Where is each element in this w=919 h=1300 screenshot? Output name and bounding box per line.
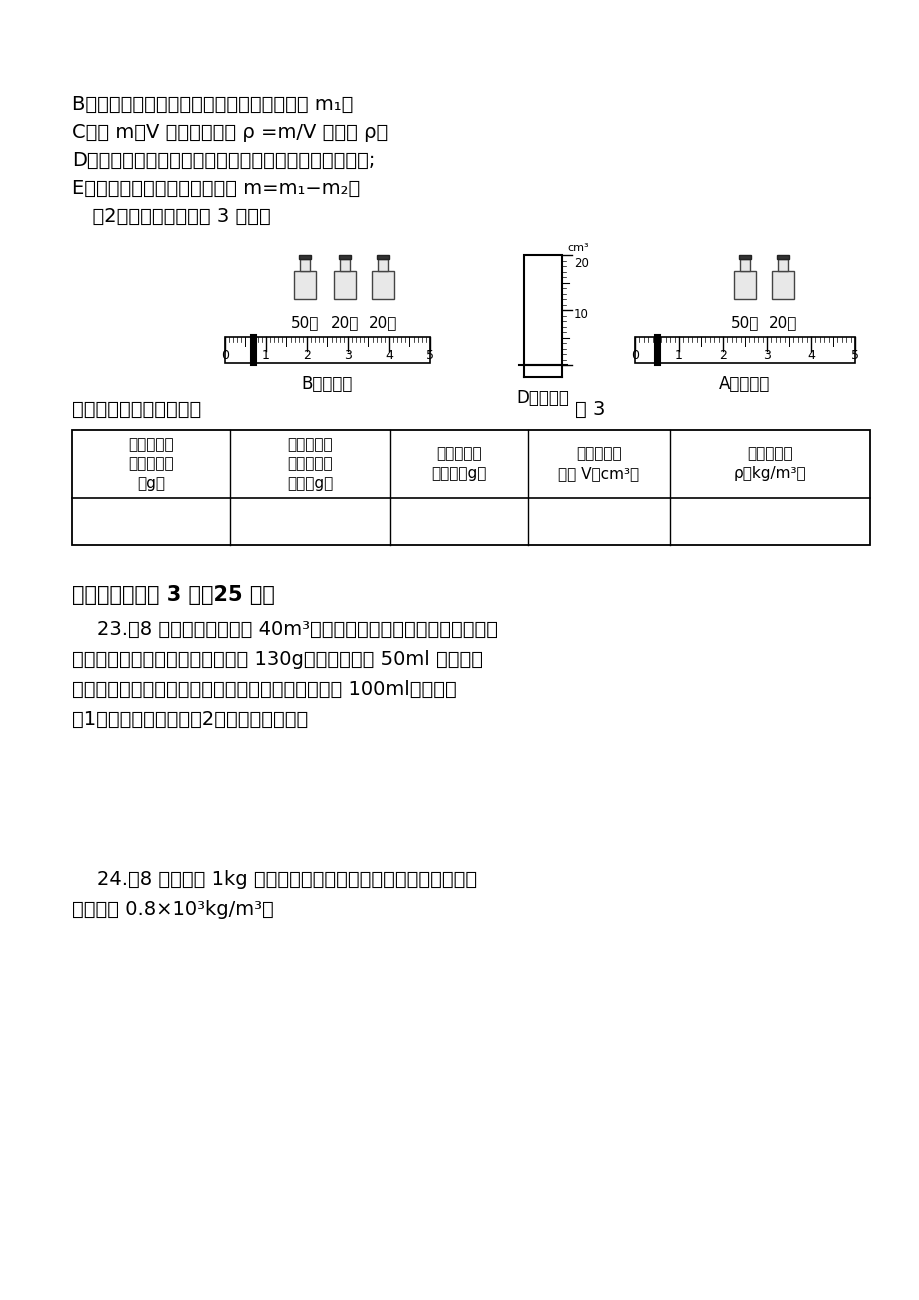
Text: C．将 m、V 结果代入公式 ρ =m/V 中算出 ρ；: C．将 m、V 结果代入公式 ρ =m/V 中算出 ρ； bbox=[72, 124, 388, 142]
Text: 4: 4 bbox=[806, 348, 814, 361]
Text: 玻璃杯和盐
水的总质量
（g）: 玻璃杯和盐 水的总质量 （g） bbox=[128, 437, 174, 491]
Text: 4: 4 bbox=[385, 348, 392, 361]
Bar bbox=[777, 255, 788, 259]
Text: 量筒中盐水
体积 V（cm³）: 量筒中盐水 体积 V（cm³） bbox=[558, 447, 639, 481]
Text: A中测量值: A中测量值 bbox=[719, 374, 770, 393]
Text: D中测量值: D中测量值 bbox=[516, 389, 569, 407]
Bar bbox=[634, 337, 854, 363]
Text: D．将杯中盐水倒入量筒中一部分，测出这些盐水的体积;: D．将杯中盐水倒入量筒中一部分，测出这些盐水的体积; bbox=[72, 151, 375, 170]
Text: 盐水的密度
ρ（kg/m³）: 盐水的密度 ρ（kg/m³） bbox=[732, 447, 805, 481]
Text: （2）测量情况如下图 3 所示：: （2）测量情况如下图 3 所示： bbox=[80, 207, 270, 226]
Bar bbox=[740, 259, 749, 272]
Text: cm³: cm³ bbox=[566, 243, 588, 254]
Bar bbox=[294, 272, 315, 299]
Text: 0: 0 bbox=[630, 348, 639, 361]
Text: 20克: 20克 bbox=[768, 315, 797, 330]
Text: B．在玻璃杯中盛盐水，测出杯和盐水总质量 m₁；: B．在玻璃杯中盛盐水，测出杯和盐水总质量 m₁； bbox=[72, 95, 353, 114]
Bar bbox=[378, 259, 387, 272]
Text: 0: 0 bbox=[221, 348, 229, 361]
Bar bbox=[334, 272, 356, 299]
Text: 的密度是 0.8×10³kg/m³）: 的密度是 0.8×10³kg/m³） bbox=[72, 900, 274, 919]
Text: 20克: 20克 bbox=[369, 315, 397, 330]
Text: 20克: 20克 bbox=[331, 315, 358, 330]
Text: 3: 3 bbox=[762, 348, 770, 361]
Text: 图 3: 图 3 bbox=[574, 400, 605, 419]
Bar bbox=[340, 259, 349, 272]
Text: 玻璃杯和所
剩盐水的总
质量（g）: 玻璃杯和所 剩盐水的总 质量（g） bbox=[287, 437, 333, 491]
Text: 50克: 50克 bbox=[730, 315, 758, 330]
Text: 5: 5 bbox=[425, 348, 434, 361]
Bar bbox=[299, 255, 311, 259]
Text: 3: 3 bbox=[344, 348, 352, 361]
Bar bbox=[739, 255, 750, 259]
Bar bbox=[72, 430, 869, 545]
Text: 这块碑石样品，测出样品的质量为 130g，用量筒装入 50ml 的水，然: 这块碑石样品，测出样品的质量为 130g，用量筒装入 50ml 的水，然 bbox=[72, 650, 482, 670]
Bar bbox=[524, 255, 562, 365]
Text: （1）这块碑石的密度（2）这块碑石的质量: （1）这块碑石的密度（2）这块碑石的质量 bbox=[72, 710, 308, 729]
Text: 量筒中盐水
的质量（g）: 量筒中盐水 的质量（g） bbox=[431, 447, 486, 481]
Text: 50克: 50克 bbox=[290, 315, 319, 330]
Text: B中测量值: B中测量值 bbox=[301, 374, 353, 393]
Text: 1: 1 bbox=[262, 348, 269, 361]
Text: 5: 5 bbox=[850, 348, 858, 361]
Text: 24.（8 分）能装 1kg 水的瓶子，能装下多少千克的酒精？（酒精: 24.（8 分）能装 1kg 水的瓶子，能装下多少千克的酒精？（酒精 bbox=[72, 870, 477, 889]
Text: 2: 2 bbox=[719, 348, 726, 361]
Text: 23.（8 分）一块碑石体积 40m³，为了计算它的质量，取一小块作为: 23.（8 分）一块碑石体积 40m³，为了计算它的质量，取一小块作为 bbox=[72, 620, 497, 640]
Bar bbox=[771, 272, 793, 299]
Bar bbox=[733, 272, 755, 299]
Text: 1: 1 bbox=[675, 348, 682, 361]
Text: 四、计算题（共 3 题，25 分）: 四、计算题（共 3 题，25 分） bbox=[72, 585, 275, 604]
Text: 10: 10 bbox=[573, 308, 588, 321]
Text: 20: 20 bbox=[573, 257, 588, 270]
Text: 后将这块碑石样品完全浸没水中，此时，水面升高到 100ml。试计算: 后将这块碑石样品完全浸没水中，此时，水面升高到 100ml。试计算 bbox=[72, 680, 456, 699]
Bar bbox=[251, 335, 255, 365]
Bar bbox=[371, 272, 393, 299]
Bar bbox=[339, 255, 350, 259]
Bar bbox=[654, 335, 659, 365]
Bar bbox=[225, 337, 429, 363]
Bar bbox=[777, 259, 787, 272]
Bar bbox=[377, 255, 389, 259]
Text: E．计算出量筒中的盐水的质量 m=m₁−m₂。: E．计算出量筒中的盐水的质量 m=m₁−m₂。 bbox=[72, 179, 360, 198]
Bar bbox=[300, 259, 310, 272]
Text: 2: 2 bbox=[302, 348, 311, 361]
Text: 请将图中结果填写下表：: 请将图中结果填写下表： bbox=[72, 400, 201, 419]
